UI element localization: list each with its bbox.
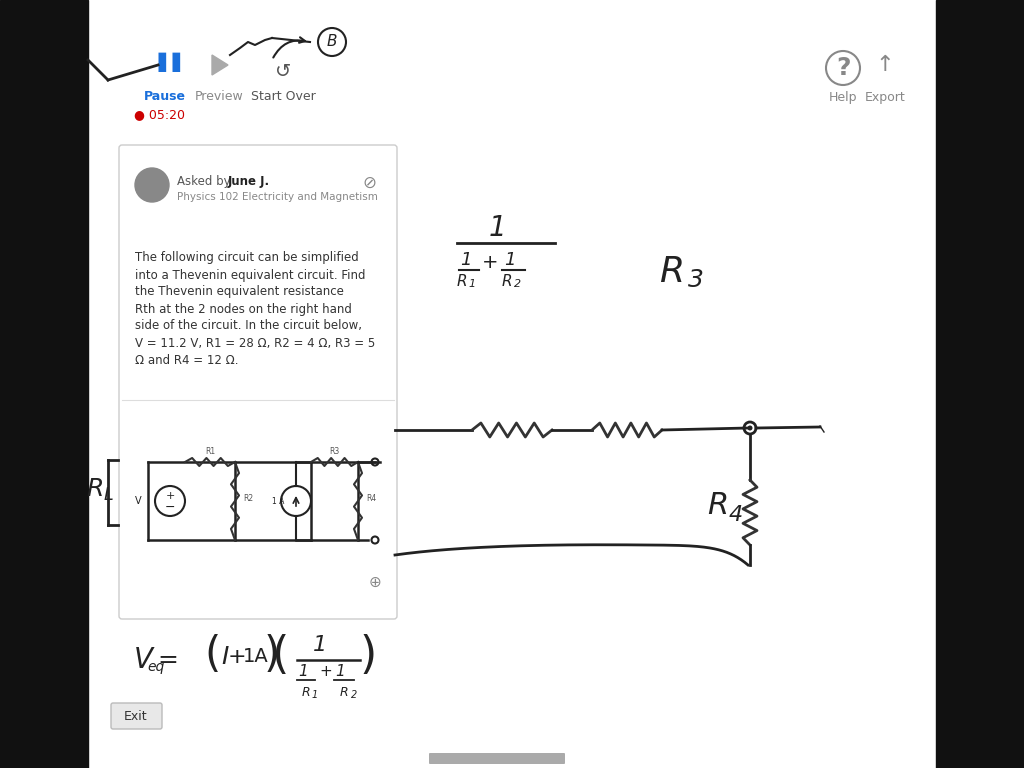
Circle shape [748,425,753,431]
Text: V: V [133,646,153,674]
Text: 1: 1 [335,664,345,680]
Text: B: B [327,35,337,49]
Text: 1: 1 [504,251,516,269]
Text: June J.: June J. [228,174,270,187]
Text: V = 11.2 V, R1 = 28 Ω, R2 = 4 Ω, R3 = 5: V = 11.2 V, R1 = 28 Ω, R2 = 4 Ω, R3 = 5 [135,336,375,349]
Polygon shape [212,55,228,75]
Text: ?: ? [836,56,850,80]
Text: R: R [502,273,512,289]
Text: V: V [135,496,141,506]
Text: 1A: 1A [243,647,269,667]
Text: eq: eq [147,660,165,674]
Text: R1: R1 [205,447,215,456]
Text: 1 A: 1 A [271,496,285,505]
Text: 1: 1 [468,279,475,289]
Circle shape [135,168,169,202]
Text: R: R [340,686,348,699]
Text: +: + [165,491,175,501]
Text: =: = [158,648,178,672]
Text: R: R [457,273,467,289]
Text: 1: 1 [460,251,472,269]
Text: Export: Export [864,91,905,104]
FancyBboxPatch shape [119,145,397,619]
Bar [936,0,1024,768]
Text: 1: 1 [488,214,506,242]
Text: 1: 1 [298,664,308,680]
Text: (: ( [271,634,289,677]
Text: ▐▐: ▐▐ [150,52,180,71]
Text: ): ) [359,634,377,677]
Text: the Thevenin equivalent resistance: the Thevenin equivalent resistance [135,286,344,299]
Text: ): ) [264,634,281,676]
Text: −: − [165,501,175,514]
Text: 1: 1 [312,690,318,700]
Text: R4: R4 [366,494,376,503]
Text: Rth at the 2 nodes on the right hand: Rth at the 2 nodes on the right hand [135,303,352,316]
Text: side of the circuit. In the circuit below,: side of the circuit. In the circuit belo… [135,319,362,333]
Text: ↺: ↺ [274,62,291,81]
Text: Preview: Preview [195,91,244,104]
Text: Start Over: Start Over [251,91,315,104]
Text: I: I [221,645,228,669]
Text: $R_L$: $R_L$ [86,477,114,503]
FancyBboxPatch shape [429,753,565,764]
Text: 1: 1 [313,635,327,655]
Text: +: + [481,253,499,272]
Bar [0,0,88,768]
Text: Pause: Pause [144,91,186,104]
Text: +: + [319,664,333,680]
Text: R2: R2 [243,494,253,503]
Text: Physics 102 Electricity and Magnetism: Physics 102 Electricity and Magnetism [177,192,378,202]
Text: R: R [302,686,310,699]
Text: +: + [227,647,247,667]
Text: ● 05:20: ● 05:20 [134,108,185,121]
Text: R3: R3 [330,447,340,456]
Text: The following circuit can be simplified: The following circuit can be simplified [135,251,358,264]
Text: 2: 2 [514,279,521,289]
Text: Asked by: Asked by [177,174,234,187]
Text: ⊕: ⊕ [369,574,381,590]
Text: R: R [659,255,685,289]
Text: 3: 3 [688,268,703,292]
Text: Exit: Exit [124,710,147,723]
Text: into a Thevenin equivalent circuit. Find: into a Thevenin equivalent circuit. Find [135,269,366,282]
Text: ⊘: ⊘ [362,174,376,192]
Text: 2: 2 [351,690,357,700]
Text: Ω and R4 = 12 Ω.: Ω and R4 = 12 Ω. [135,353,239,366]
Text: ↑: ↑ [876,55,894,75]
Text: R: R [708,491,729,519]
Text: Help: Help [828,91,857,104]
Text: (: ( [205,634,221,676]
FancyBboxPatch shape [111,703,162,729]
Text: 4: 4 [729,505,743,525]
